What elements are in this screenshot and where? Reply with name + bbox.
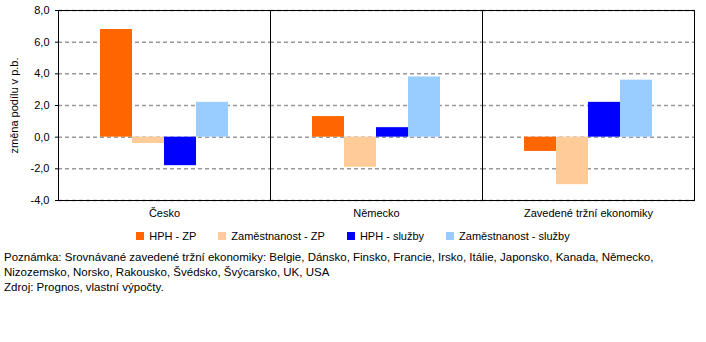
svg-text:Česko: Česko <box>149 207 180 219</box>
svg-text:změna podílu v p.b.: změna podílu v p.b. <box>8 57 20 153</box>
html-text:Zdroj: Prognos, vlastní výpočt: Zdroj: Prognos, vlastní výpočty. <box>4 281 164 293</box>
html-text:HPH - ZP: HPH - ZP <box>149 230 197 242</box>
html-text:Zaměstnanost - služby: Zaměstnanost - služby <box>459 230 570 242</box>
svg-text:Zavedené tržní ekonomiky: Zavedené tržní ekonomiky <box>524 207 654 219</box>
html-text:Zaměstnanost - ZP: Zaměstnanost - ZP <box>231 230 325 242</box>
svg-text:8,0: 8,0 <box>34 4 49 16</box>
html-text:HPH - služby: HPH - služby <box>359 230 425 242</box>
svg-text:-4,0: -4,0 <box>31 194 50 206</box>
html-text:Poznámka: Srovnávané zavedené: Poznámka: Srovnávané zavedené tržní ekon… <box>4 251 654 278</box>
svg-text:6,0: 6,0 <box>34 36 49 48</box>
svg-text:4,0: 4,0 <box>34 67 49 79</box>
svg-text:2,0: 2,0 <box>34 99 49 111</box>
svg-text:0,0: 0,0 <box>34 131 49 143</box>
svg-text:-2,0: -2,0 <box>31 162 50 174</box>
svg-text:Německo: Německo <box>353 207 399 219</box>
